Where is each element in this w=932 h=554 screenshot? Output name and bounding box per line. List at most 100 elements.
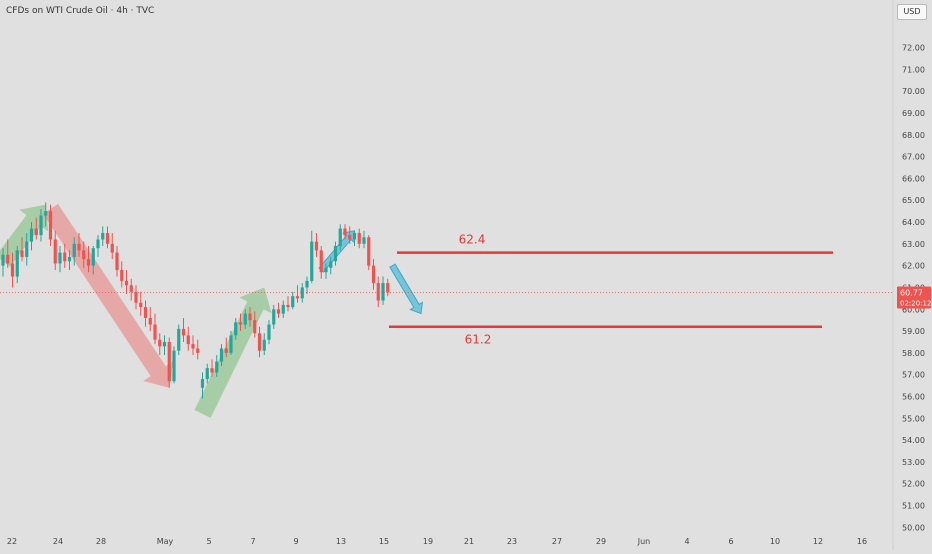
y-tick-label: 70.00 (902, 87, 925, 96)
candle-body (1, 254, 5, 266)
candle-body (167, 341, 171, 382)
x-tick-label: Jun (637, 537, 651, 546)
candle-body (101, 232, 105, 240)
candle-body (224, 348, 228, 353)
level-label: 62.4 (459, 233, 486, 247)
y-tick-label: 66.00 (902, 174, 925, 183)
candle-body (338, 228, 342, 247)
y-tick-label: 62.00 (902, 262, 925, 271)
candle-body (39, 215, 43, 236)
candle-body (262, 339, 266, 351)
candle-body (319, 250, 323, 273)
x-tick-label: May (157, 537, 174, 546)
candle-body (324, 267, 328, 273)
x-tick-label: 29 (596, 537, 606, 546)
candle-body (305, 280, 309, 288)
level-label: 61.2 (465, 333, 492, 347)
y-tick-label: 54.00 (902, 436, 925, 445)
candle-body (343, 228, 347, 236)
chart-title: CFDs on WTI Crude Oil · 4h · TVC (6, 6, 155, 16)
y-tick-label: 64.00 (902, 218, 925, 227)
y-tick-label: 56.00 (902, 392, 925, 401)
candle-body (200, 379, 205, 388)
y-tick-label: 59.00 (902, 327, 925, 336)
plot-area (0, 0, 893, 536)
x-tick-label: 12 (813, 537, 823, 546)
candle-body (96, 239, 100, 249)
x-tick-label: 6 (728, 537, 733, 546)
x-tick-label: 27 (552, 537, 562, 546)
candle-body (124, 280, 129, 286)
candle-body (172, 350, 176, 382)
candle-body (210, 368, 214, 373)
candle-body (286, 304, 290, 308)
x-tick-label: 21 (464, 537, 474, 546)
y-tick-label: 60.00 (902, 305, 925, 314)
candle-body (139, 302, 143, 308)
candle-body (10, 263, 15, 277)
candle-body (67, 256, 72, 262)
candle-body (386, 283, 390, 293)
candle-body (205, 368, 209, 380)
candle-body (234, 322, 238, 336)
candle-body (371, 265, 376, 284)
candle-body (310, 241, 314, 281)
y-tick-label: 71.00 (902, 65, 925, 74)
candle-body (120, 270, 124, 281)
candle-body (105, 232, 110, 244)
candle-body (148, 317, 152, 325)
candle-body (91, 248, 95, 266)
candle-body (63, 252, 67, 262)
x-tick-label: 10 (770, 537, 780, 546)
y-tick-label: 67.00 (902, 153, 925, 162)
currency-button[interactable]: USD (897, 4, 927, 20)
candle-body (177, 328, 181, 351)
candle-body (362, 237, 366, 244)
price-badge (897, 286, 931, 309)
y-tick-label: 65.00 (902, 196, 925, 205)
candle-body (44, 211, 48, 216)
candle-body (129, 285, 133, 292)
candle-body (25, 241, 29, 257)
blue-arrow (389, 263, 424, 315)
price-axis (893, 0, 932, 550)
candle-body (367, 237, 371, 266)
candle-body (219, 348, 224, 362)
x-tick-label: 13 (336, 537, 346, 546)
candle-body (34, 228, 38, 236)
x-tick-label: 16 (857, 537, 867, 546)
x-tick-label: 24 (53, 537, 63, 546)
candle-body (272, 309, 276, 325)
x-tick-label: 5 (206, 537, 211, 546)
candle-body (281, 304, 285, 314)
candle-body (110, 243, 114, 253)
x-tick-label: 9 (293, 537, 298, 546)
x-tick-label: 22 (7, 537, 17, 546)
candle-body (58, 252, 62, 264)
candle-body (6, 254, 10, 264)
y-tick-label: 68.00 (902, 131, 925, 140)
y-tick-label: 50.00 (902, 523, 925, 532)
candle-body (181, 328, 186, 336)
candle-body (29, 228, 34, 242)
x-tick-label: 23 (507, 537, 517, 546)
y-tick-label: 72.00 (902, 44, 925, 53)
candle-body (158, 339, 162, 347)
candle-body (295, 296, 300, 299)
candle-body (276, 309, 281, 314)
candle-body (253, 320, 257, 334)
candle-body (243, 313, 247, 325)
candle-body (314, 241, 319, 251)
x-tick-label: 4 (684, 537, 689, 546)
candle-body (229, 335, 233, 353)
y-tick-label: 53.00 (902, 458, 925, 467)
candle-body (329, 261, 333, 268)
y-tick-label: 55.00 (902, 414, 925, 423)
candle-body (215, 361, 219, 373)
candle-body (48, 211, 53, 240)
candle-body (248, 313, 252, 321)
candle-body (15, 250, 19, 277)
candle-body (82, 250, 86, 260)
